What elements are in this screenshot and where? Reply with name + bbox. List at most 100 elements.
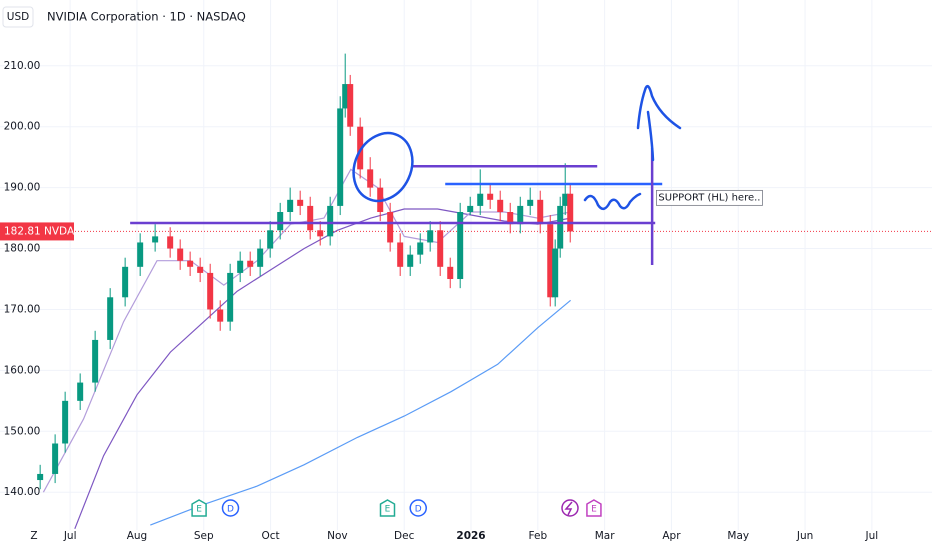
event-shape bbox=[191, 499, 207, 517]
flash-circle bbox=[561, 499, 579, 517]
flash-icon bbox=[561, 499, 579, 517]
y-tick-label: 160.00 bbox=[4, 364, 41, 376]
x-tick-label: Jun bbox=[796, 530, 813, 542]
y-tick-label: 170.00 bbox=[4, 303, 41, 315]
event-icon: E bbox=[586, 499, 602, 517]
candle-body bbox=[247, 260, 254, 267]
candle-body bbox=[367, 169, 374, 188]
flash-bolt bbox=[564, 501, 573, 516]
candle-body bbox=[297, 199, 304, 206]
plot bbox=[0, 53, 932, 530]
freehand bbox=[352, 84, 682, 211]
candle-body bbox=[77, 382, 84, 401]
y-tick-label: 210.00 bbox=[4, 60, 41, 72]
candle-body bbox=[327, 205, 334, 237]
candle-body bbox=[447, 266, 454, 280]
event-icon: D bbox=[409, 499, 427, 517]
x-tick-label: Apr bbox=[662, 530, 681, 542]
candle-body bbox=[407, 254, 414, 267]
candle-body bbox=[217, 309, 224, 322]
event-shape bbox=[379, 499, 396, 517]
note-text: SUPPORT (HL) here.. bbox=[658, 192, 760, 203]
candle-body bbox=[347, 84, 354, 127]
candle-body bbox=[337, 108, 344, 206]
candle-body bbox=[237, 260, 244, 273]
freehand-stroke bbox=[646, 110, 655, 162]
candle-body bbox=[137, 242, 144, 267]
candle-body bbox=[187, 260, 194, 267]
candle-body bbox=[152, 236, 159, 243]
price-label: 182.81 bbox=[4, 225, 41, 237]
candle-body bbox=[357, 126, 364, 170]
candle-body bbox=[197, 266, 204, 273]
candle-body bbox=[52, 443, 59, 474]
candle-body bbox=[567, 193, 574, 232]
candle-body bbox=[457, 212, 464, 280]
candle-body bbox=[467, 205, 474, 212]
event-icon: E bbox=[191, 499, 207, 517]
event-icon: D bbox=[221, 499, 240, 517]
x-tick-label: Mar bbox=[595, 530, 615, 542]
candle-body bbox=[267, 230, 274, 249]
x-tick-label: Feb bbox=[529, 530, 548, 542]
currency: USD bbox=[7, 11, 29, 23]
candle-body bbox=[517, 205, 524, 225]
candle-body bbox=[307, 205, 314, 231]
event-label: E bbox=[591, 505, 597, 515]
event-label: D bbox=[227, 505, 234, 515]
note-box bbox=[656, 189, 763, 206]
candle-body bbox=[122, 266, 129, 298]
candle-body bbox=[552, 248, 559, 298]
event-label: E bbox=[385, 505, 391, 515]
y-tick-label: 150.00 bbox=[4, 425, 41, 437]
candle-body bbox=[527, 199, 534, 206]
candle-body bbox=[507, 212, 514, 225]
x-tick-label: Sep bbox=[194, 530, 214, 542]
candle-body bbox=[167, 236, 174, 249]
candle-body bbox=[227, 272, 234, 322]
candle-body bbox=[387, 212, 394, 243]
candle-body bbox=[427, 230, 434, 243]
freehand-wave bbox=[583, 192, 642, 211]
x-tick-label: Oct bbox=[262, 530, 280, 542]
candle-body bbox=[342, 84, 349, 109]
candle-body bbox=[287, 199, 294, 212]
candle-body bbox=[92, 339, 99, 383]
y-tick-label: 140.00 bbox=[4, 486, 41, 498]
candle-body bbox=[557, 205, 564, 249]
y-tick-label: 180.00 bbox=[4, 243, 41, 255]
x-tick-label: Aug bbox=[127, 530, 148, 542]
event-shape bbox=[221, 499, 240, 517]
candle-body bbox=[537, 199, 544, 225]
moving-average bbox=[150, 299, 571, 526]
x-tick-label: 2026 bbox=[456, 530, 485, 542]
price-label-bg bbox=[0, 222, 74, 241]
candle-body bbox=[547, 224, 554, 298]
symbol-label: NVDA bbox=[44, 225, 75, 237]
candle-body bbox=[277, 212, 284, 231]
freehand-circle bbox=[352, 131, 414, 203]
corner-label: Z bbox=[30, 530, 37, 542]
x-tick-label: Jul bbox=[865, 530, 879, 542]
x-tick-label: May bbox=[727, 530, 749, 542]
candle-body bbox=[257, 248, 264, 267]
candle-body bbox=[397, 242, 404, 267]
candle-body bbox=[317, 230, 324, 237]
candle-body bbox=[177, 248, 184, 261]
moving-average bbox=[42, 168, 571, 493]
event-shape bbox=[409, 499, 427, 517]
event-icon: E bbox=[379, 499, 396, 517]
candle-body bbox=[437, 230, 444, 267]
x-tick-label: Jul bbox=[63, 530, 77, 542]
y-tick-label: 190.00 bbox=[4, 182, 41, 194]
candle-body bbox=[107, 297, 114, 340]
x-tick-label: Dec bbox=[394, 530, 415, 542]
candle-body bbox=[487, 193, 494, 200]
candle-body bbox=[417, 242, 424, 255]
chart-title: NVIDIA Corporation · 1D · NASDAQ bbox=[47, 10, 246, 24]
candle-body bbox=[477, 193, 484, 206]
candle-body bbox=[62, 400, 69, 444]
candle-body bbox=[207, 272, 214, 310]
